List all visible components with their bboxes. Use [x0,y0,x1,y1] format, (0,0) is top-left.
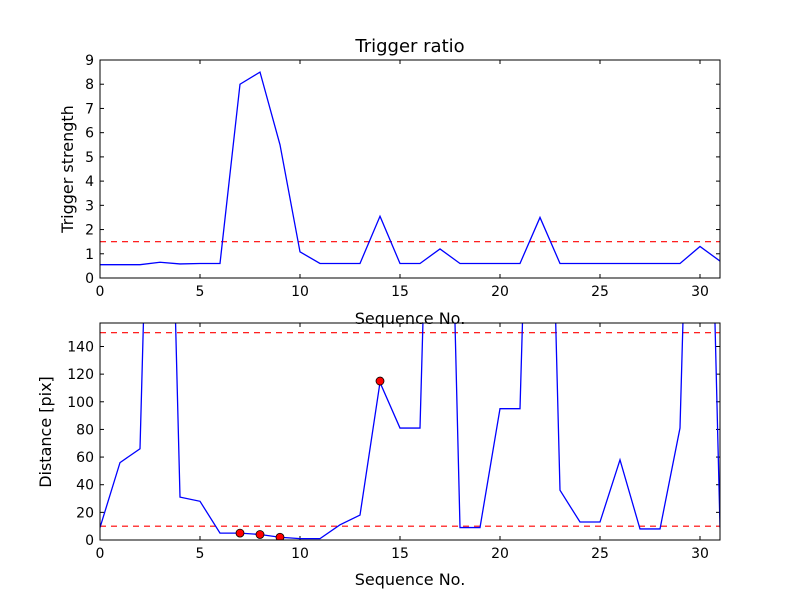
top-y-tick-label: 7 [85,101,94,117]
bottom-y-tick-label: 60 [76,450,94,466]
bottom-x-tick-label: 15 [391,546,409,562]
bottom-x-axis-label: Sequence No. [355,570,466,589]
bottom-y-tick-label: 120 [67,367,94,383]
top-x-tick-label: 25 [591,284,609,300]
top-y-tick-label: 4 [85,174,94,190]
bottom-y-tick-label: 80 [76,422,94,438]
bottom-data-marker [255,530,265,539]
bottom-y-axis-label: Distance [pix] [36,376,55,488]
top-x-tick-label: 15 [391,284,409,300]
top-clipped-layer [100,71,720,266]
bottom-plot-area: 0 5 10 15 20 25 30 0 20 40 60 80 100 120 140 [67,323,720,562]
top-subplot: Trigger ratio Trigger strength Sequence … [58,36,721,328]
top-y-tick-label: 0 [85,271,94,287]
top-x-axis-label: Sequence No. [355,309,466,328]
bottom-y-tick-label: 0 [85,533,94,549]
top-y-tick-label: 5 [85,150,94,166]
bottom-x-tick-label: 25 [591,546,609,562]
bottom-data-marker [235,528,245,538]
top-plot-area: 0 5 10 15 20 25 30 0 1 2 3 4 5 6 7 8 9 [85,53,720,300]
top-y-tick-label: 2 [85,223,94,239]
top-x-tick-label: 5 [196,284,205,300]
top-y-axis-label: Trigger strength [58,105,77,234]
bottom-data-marker [375,376,385,386]
bottom-axes-frame [99,322,721,541]
bottom-subplot: Distance [pix] Sequence No. 0 5 10 15 20 25 30… [36,322,721,589]
top-chart-title: Trigger ratio [354,36,464,57]
bottom-x-tick-label: 10 [291,546,309,562]
top-series-line [100,71,720,266]
top-x-tick-label: 20 [491,284,509,300]
bottom-y-tick-label: 100 [67,395,94,411]
bottom-y-tick-label: 140 [67,339,94,355]
top-x-tick-label: 0 [96,284,105,300]
bottom-x-tick-label: 30 [691,546,709,562]
top-x-tick-label: 30 [691,284,709,300]
bottom-y-tick-label: 40 [76,478,94,494]
bottom-data-marker [275,532,285,540]
bottom-clipped-layer [100,323,720,540]
top-y-tick-label: 3 [85,198,94,214]
bottom-x-tick-label: 20 [491,546,509,562]
top-axes-frame [99,59,721,279]
top-y-tick-label: 8 [85,77,94,93]
top-y-tick-label: 9 [85,53,94,69]
bottom-x-tick-label: 5 [196,546,205,562]
bottom-series-line [100,323,720,540]
bottom-y-tick-label: 20 [76,505,94,521]
top-y-tick-label: 6 [85,126,94,142]
top-x-tick-label: 10 [291,284,309,300]
top-y-tick-label: 1 [85,247,94,263]
bottom-x-tick-label: 0 [96,546,105,562]
